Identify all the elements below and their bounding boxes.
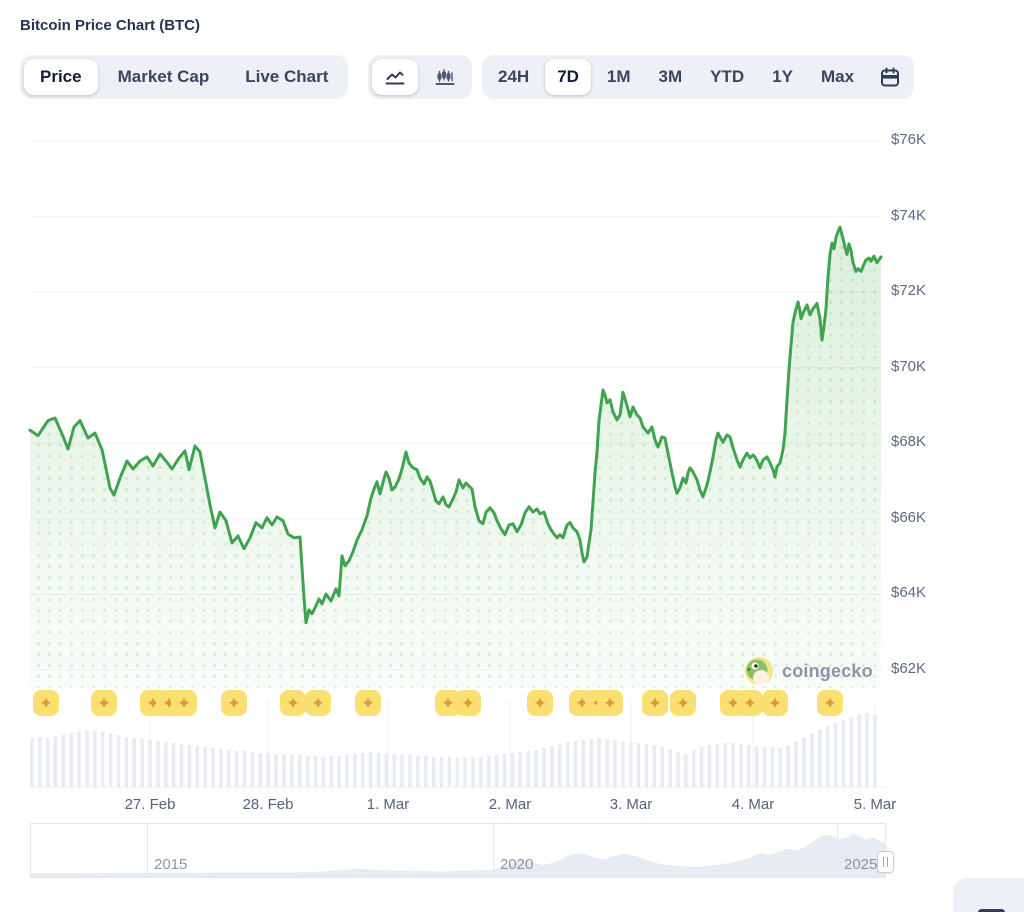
y-axis-label: $68K xyxy=(891,433,927,451)
range-7d-button[interactable]: 7D xyxy=(545,59,591,95)
sparkle-icon: ✦ xyxy=(767,693,783,713)
drag-grip-icon xyxy=(883,857,888,867)
x-axis-label: 3. Mar xyxy=(609,796,653,813)
y-axis-label: $70K xyxy=(891,357,927,375)
sparkle-icon: ✦ xyxy=(96,693,112,713)
news-sparkle-marker[interactable]: ✦ xyxy=(280,690,306,716)
news-sparkle-marker[interactable]: ✦ xyxy=(817,690,843,716)
y-axis-label: $62K xyxy=(891,660,927,677)
range-max-button[interactable]: Max xyxy=(809,59,866,95)
view-toggle-group: Price Market Cap Live Chart xyxy=(20,55,349,99)
sparkle-icon: ✦ xyxy=(460,693,476,713)
coingecko-watermark: coingecko xyxy=(744,656,873,686)
news-sparkle-marker[interactable]: ✦ xyxy=(33,690,59,716)
sparkle-icon: ✦ xyxy=(675,693,691,713)
x-axis-label: 28. Feb xyxy=(242,796,294,813)
x-axis-label: 27. Feb xyxy=(124,796,176,813)
coingecko-watermark-label: coingecko xyxy=(782,660,873,681)
navigator-year-gridline xyxy=(147,824,148,877)
y-axis-label: $72K xyxy=(891,282,927,300)
news-sparkle-marker[interactable]: ✦ xyxy=(91,690,117,716)
news-sparkle-marker[interactable]: ✦ xyxy=(305,690,331,716)
x-axis-label: 2. Mar xyxy=(488,796,532,813)
page-title: Bitcoin Price Chart (BTC) xyxy=(20,17,201,34)
navigator-year-label: 2015 xyxy=(154,856,188,873)
navigator-year-gridline xyxy=(493,824,494,877)
tab-live-chart[interactable]: Live Chart xyxy=(229,59,344,95)
history-area xyxy=(31,833,885,877)
news-sparkle-marker[interactable]: ✦ xyxy=(737,690,763,716)
news-sparkle-marker[interactable]: ✦ xyxy=(670,690,696,716)
sparkle-icon: ✦ xyxy=(310,693,326,713)
sparkle-icon: ✦ xyxy=(226,693,242,713)
candlestick-chart-icon xyxy=(434,68,456,86)
tab-market-cap[interactable]: Market Cap xyxy=(102,59,226,95)
range-ytd-button[interactable]: YTD xyxy=(698,59,756,95)
navigator-history-silhouette xyxy=(31,833,885,877)
range-1m-button[interactable]: 1M xyxy=(595,59,643,95)
news-sparkle-marker[interactable]: ✦ xyxy=(762,690,788,716)
range-1y-button[interactable]: 1Y xyxy=(760,59,805,95)
news-sparkle-marker[interactable]: ✦ xyxy=(171,690,197,716)
sparkle-icon: ✦ xyxy=(440,693,456,713)
minus-icon xyxy=(978,909,1005,912)
news-sparkle-marker[interactable]: ✦ xyxy=(527,690,553,716)
news-sparkle-marker[interactable]: ✦ xyxy=(221,690,247,716)
navigator-year-gridline xyxy=(837,824,838,877)
collapse-chart-button[interactable] xyxy=(953,878,1024,912)
calendar-range-button[interactable] xyxy=(870,59,910,95)
sparkle-icon: ✦ xyxy=(742,693,758,713)
news-sparkle-marker[interactable]: ✦ xyxy=(597,690,623,716)
timeline-navigator[interactable]: 2015 2020 2025 xyxy=(30,823,886,878)
chart-type-toggle-group xyxy=(368,55,472,99)
x-axis-label: 4. Mar xyxy=(731,796,775,813)
range-3m-button[interactable]: 3M xyxy=(647,59,695,95)
sparkle-icon: ✦ xyxy=(647,693,663,713)
time-range-group: 24H 7D 1M 3M YTD 1Y Max xyxy=(482,55,915,99)
price-area-dot-texture xyxy=(30,227,881,688)
coingecko-gecko-icon xyxy=(745,657,773,685)
navigator-year-label: 2020 xyxy=(500,856,534,873)
news-sparkle-marker[interactable]: ✦ xyxy=(455,690,481,716)
news-sparkle-marker[interactable]: ✦ xyxy=(355,690,381,716)
sparkle-icon: ✦ xyxy=(360,693,376,713)
price-chart-canvas[interactable] xyxy=(0,0,1024,820)
y-axis-label: $76K xyxy=(891,131,927,148)
x-axis-label: 1. Mar xyxy=(366,796,410,813)
tab-price[interactable]: Price xyxy=(24,59,98,95)
chart-type-candlestick-button[interactable] xyxy=(422,59,468,95)
calendar-icon xyxy=(879,66,901,88)
sparkle-icon: ✦ xyxy=(822,693,838,713)
price-line xyxy=(28,225,883,625)
sparkle-icon: ✦ xyxy=(38,693,54,713)
sparkle-icon: ✦ xyxy=(285,693,301,713)
chart-type-line-button[interactable] xyxy=(372,59,418,95)
sparkle-icon: ✦ xyxy=(176,693,192,713)
line-chart-icon xyxy=(384,68,406,86)
navigator-year-label: 2025 xyxy=(844,856,878,873)
sparkle-icon: ✦ xyxy=(725,693,741,713)
y-axis-label: $74K xyxy=(891,206,927,224)
volume-bars xyxy=(30,713,877,787)
range-24h-button[interactable]: 24H xyxy=(486,59,541,95)
navigator-handle[interactable] xyxy=(877,851,894,873)
news-sparkle-marker[interactable]: ✦ xyxy=(642,690,668,716)
sparkle-icon: ✦ xyxy=(602,693,618,713)
sparkle-icon: ✦ xyxy=(532,693,548,713)
y-axis-label: $64K xyxy=(891,584,927,602)
x-axis-label: 5. Mar xyxy=(853,796,897,813)
y-axis-label: $66K xyxy=(891,508,927,526)
